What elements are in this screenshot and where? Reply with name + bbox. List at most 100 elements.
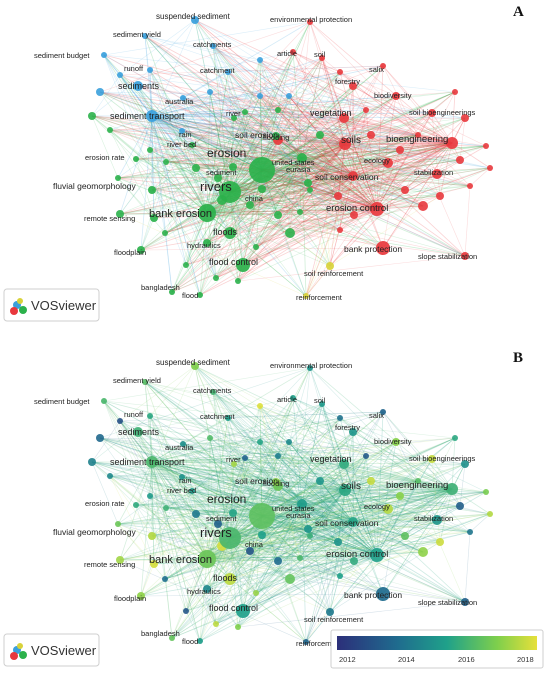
- network-edge: [103, 400, 223, 547]
- network-edge: [185, 535, 406, 612]
- network-edge: [181, 130, 378, 210]
- node-label: catchments: [193, 40, 232, 49]
- network-edge: [221, 545, 378, 556]
- network-edge: [229, 117, 235, 193]
- network-edge: [117, 169, 263, 179]
- network-edge: [206, 463, 466, 560]
- network-edge: [91, 461, 438, 521]
- network-edge: [151, 115, 487, 147]
- network-edge: [212, 391, 231, 539]
- network-edge: [339, 208, 378, 231]
- network-edge: [103, 54, 456, 93]
- network-edge: [309, 521, 354, 537]
- network-edge: [212, 391, 261, 443]
- network-edge: [292, 51, 346, 145]
- network-edge: [343, 463, 378, 556]
- network-edge: [261, 159, 461, 190]
- network-edge: [352, 431, 367, 457]
- network-edge: [212, 391, 303, 505]
- network-edge: [259, 405, 263, 517]
- network-edge: [135, 411, 384, 506]
- network-edge: [165, 507, 309, 530]
- network-edge: [199, 558, 208, 642]
- network-edge: [277, 485, 346, 491]
- network-edge: [229, 537, 355, 562]
- network-edge: [261, 169, 466, 257]
- network-edge: [376, 554, 466, 603]
- network-edge: [365, 109, 378, 210]
- network-node: [297, 209, 303, 215]
- network-edge: [151, 461, 263, 517]
- network-edge: [221, 199, 378, 210]
- network-edge: [135, 489, 346, 506]
- network-edge: [227, 71, 354, 177]
- network-edge: [206, 212, 466, 257]
- network-edge: [337, 508, 389, 543]
- network-edge: [151, 115, 235, 119]
- network-edge: [376, 112, 433, 210]
- network-edge: [144, 381, 346, 491]
- network-edge: [229, 537, 384, 595]
- network-edge: [140, 217, 155, 251]
- network-edge: [255, 521, 354, 594]
- network-node: [337, 415, 343, 421]
- network-node-floods: [224, 227, 236, 239]
- network-edge: [119, 213, 307, 297]
- network-edge: [227, 71, 339, 197]
- network-edge: [229, 157, 303, 234]
- network-edge: [135, 117, 466, 160]
- network-edge: [352, 175, 471, 187]
- network-edge: [277, 157, 303, 216]
- network-edge: [149, 365, 196, 417]
- network-edge: [151, 461, 201, 642]
- network-edge: [199, 191, 231, 296]
- network-edge: [387, 458, 433, 510]
- network-edge: [140, 523, 219, 597]
- network-edge: [181, 130, 263, 171]
- network-node-stabilization: [432, 169, 442, 179]
- network-edge: [99, 437, 346, 491]
- network-edge: [242, 515, 263, 612]
- network-node-bank-erosion: [198, 550, 216, 568]
- network-edge: [215, 489, 346, 625]
- network-edge: [109, 129, 263, 171]
- node-label: soil conservation: [315, 518, 379, 528]
- network-edge: [399, 142, 453, 151]
- network-node-catchments: [210, 389, 216, 395]
- network-edge: [321, 57, 346, 145]
- node-label: erosion: [207, 146, 246, 160]
- network-edge: [151, 461, 277, 483]
- network-edge: [117, 523, 384, 595]
- network-edge: [344, 143, 466, 257]
- network-edge: [261, 143, 346, 190]
- network-node-remote-sensing: [150, 560, 158, 568]
- network-edge: [182, 97, 231, 193]
- network-edge: [206, 489, 346, 590]
- network-edge: [261, 489, 346, 536]
- network-edge: [319, 480, 331, 613]
- network-edge: [140, 554, 378, 597]
- network-edge: [352, 145, 487, 177]
- network-edge: [182, 97, 491, 169]
- network-edge: [301, 491, 487, 505]
- network-edge: [151, 461, 279, 562]
- network-edge: [119, 74, 153, 117]
- network-edge: [137, 431, 167, 509]
- network-edge: [206, 441, 261, 560]
- network-edge: [261, 515, 384, 595]
- network-edge: [307, 480, 419, 530]
- network-edge: [206, 111, 246, 214]
- network-node-soil-reinforcement: [326, 608, 334, 616]
- panel-letter-b: B: [513, 350, 523, 366]
- network-edge: [229, 489, 346, 539]
- network-edge: [209, 437, 244, 612]
- network-edge: [194, 19, 354, 177]
- network-edge: [451, 437, 456, 490]
- network-edge: [212, 391, 389, 510]
- network-edge: [119, 437, 211, 561]
- network-edge: [305, 265, 331, 297]
- network-edge: [301, 503, 339, 543]
- network-edge: [153, 513, 197, 565]
- network-edge: [301, 134, 419, 159]
- network-node: [456, 502, 464, 510]
